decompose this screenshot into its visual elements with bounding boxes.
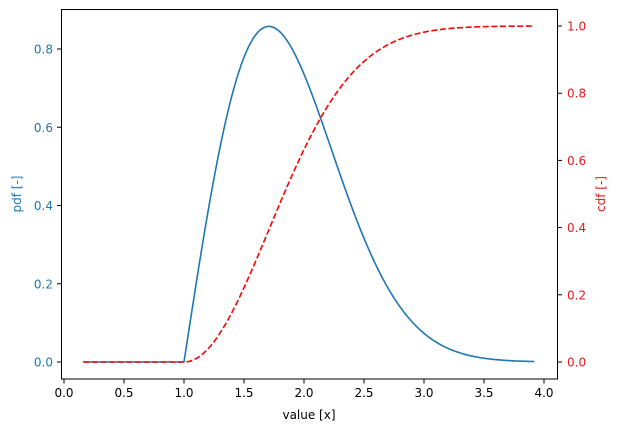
axes-frame xyxy=(61,9,558,380)
y-axis-left-label: pdf [-] xyxy=(10,176,24,213)
y-right-tick-label: 0.6 xyxy=(567,154,586,168)
x-axis-ticks: 0.0 0.5 1.0 1.5 2.0 2.5 3.0 3.5 4.0 xyxy=(54,379,554,400)
x-tick-label: 0.5 xyxy=(114,386,133,400)
x-tick-label: 4.0 xyxy=(534,386,553,400)
x-tick-label: 3.0 xyxy=(414,386,433,400)
plot-area xyxy=(83,25,535,363)
y-right-tick-label: 0.4 xyxy=(567,221,586,235)
x-tick-label: 2.5 xyxy=(354,386,373,400)
x-tick-label: 1.5 xyxy=(234,386,253,400)
y-right-tick-label: 0.8 xyxy=(567,87,586,101)
y-axis-left-ticks: 0.0 0.2 0.4 0.6 0.8 xyxy=(34,43,62,370)
y-left-tick-label: 0.4 xyxy=(34,199,53,213)
x-tick-label: 3.5 xyxy=(474,386,493,400)
y-left-tick-label: 0.8 xyxy=(34,43,53,57)
y-left-tick-label: 0.0 xyxy=(34,356,53,370)
x-axis-label: value [x] xyxy=(282,408,335,422)
y-right-tick-label: 1.0 xyxy=(567,20,586,34)
x-tick-label: 0.0 xyxy=(54,386,73,400)
y-axis-right-ticks: 0.0 0.2 0.4 0.6 0.8 1.0 xyxy=(557,20,586,370)
pdf-line xyxy=(83,25,535,363)
y-left-tick-label: 0.6 xyxy=(34,121,53,135)
x-tick-label: 2.0 xyxy=(294,386,313,400)
y-right-tick-label: 0.0 xyxy=(567,356,586,370)
y-axis-right-label: cdf [-] xyxy=(594,176,608,212)
y-left-tick-label: 0.2 xyxy=(34,277,53,291)
y-right-tick-label: 0.2 xyxy=(567,288,586,302)
cdf-line xyxy=(83,25,535,363)
x-tick-label: 1.0 xyxy=(174,386,193,400)
